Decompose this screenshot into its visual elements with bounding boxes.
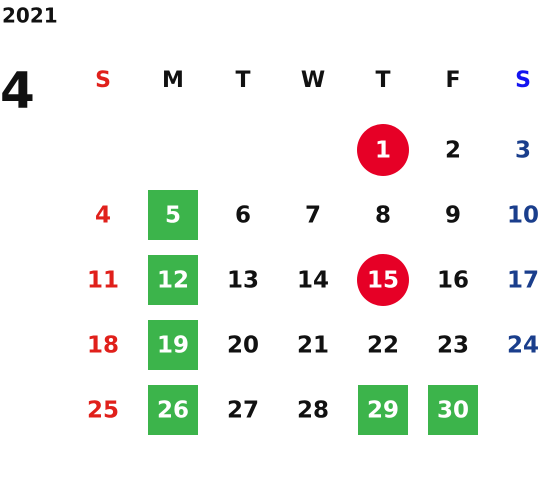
- closed-day-square: [428, 385, 478, 435]
- day-number: 16: [437, 268, 469, 294]
- day-number: 3: [515, 138, 531, 164]
- day-number: 8: [375, 203, 391, 229]
- day-number: 20: [227, 333, 259, 359]
- day-number: 10: [507, 203, 539, 229]
- day-number: 2: [445, 138, 461, 164]
- month: 4: [0, 62, 35, 120]
- weekday-label: M: [162, 68, 184, 93]
- weekday-label: F: [445, 68, 460, 93]
- holiday-circle: [357, 124, 409, 176]
- day-number: 27: [227, 398, 259, 424]
- day-number: 19: [157, 333, 189, 359]
- day-number: 9: [445, 203, 461, 229]
- closed-day-square: [148, 190, 198, 240]
- day-number: 11: [87, 268, 119, 294]
- day-number: 13: [227, 268, 259, 294]
- weekday-label: T: [375, 68, 390, 93]
- day-number: 30: [437, 398, 469, 424]
- weekday-label: T: [235, 68, 250, 93]
- day-number: 15: [367, 268, 399, 294]
- year: 2021: [2, 4, 58, 28]
- day-number: 29: [367, 398, 399, 424]
- day-number: 12: [157, 268, 189, 294]
- closed-day-square: [358, 385, 408, 435]
- closed-day-square: [148, 320, 198, 370]
- weekday-label: S: [515, 68, 531, 93]
- closed-day-square: [148, 255, 198, 305]
- day-number: 14: [297, 268, 329, 294]
- weekday-label: W: [301, 68, 325, 93]
- day-number: 28: [297, 398, 329, 424]
- day-number: 22: [367, 333, 399, 359]
- day-number: 24: [507, 333, 539, 359]
- day-number: 26: [157, 398, 189, 424]
- day-number: 4: [95, 203, 111, 229]
- day-number: 6: [235, 203, 251, 229]
- holiday-circle: [357, 254, 409, 306]
- day-number: 7: [305, 203, 321, 229]
- day-number: 23: [437, 333, 469, 359]
- weekday-label: S: [95, 68, 111, 93]
- day-number: 1: [375, 138, 391, 164]
- closed-day-square: [148, 385, 198, 435]
- day-number: 25: [87, 398, 119, 424]
- day-number: 18: [87, 333, 119, 359]
- day-number: 5: [165, 203, 181, 229]
- day-number: 17: [507, 268, 539, 294]
- day-number: 21: [297, 333, 329, 359]
